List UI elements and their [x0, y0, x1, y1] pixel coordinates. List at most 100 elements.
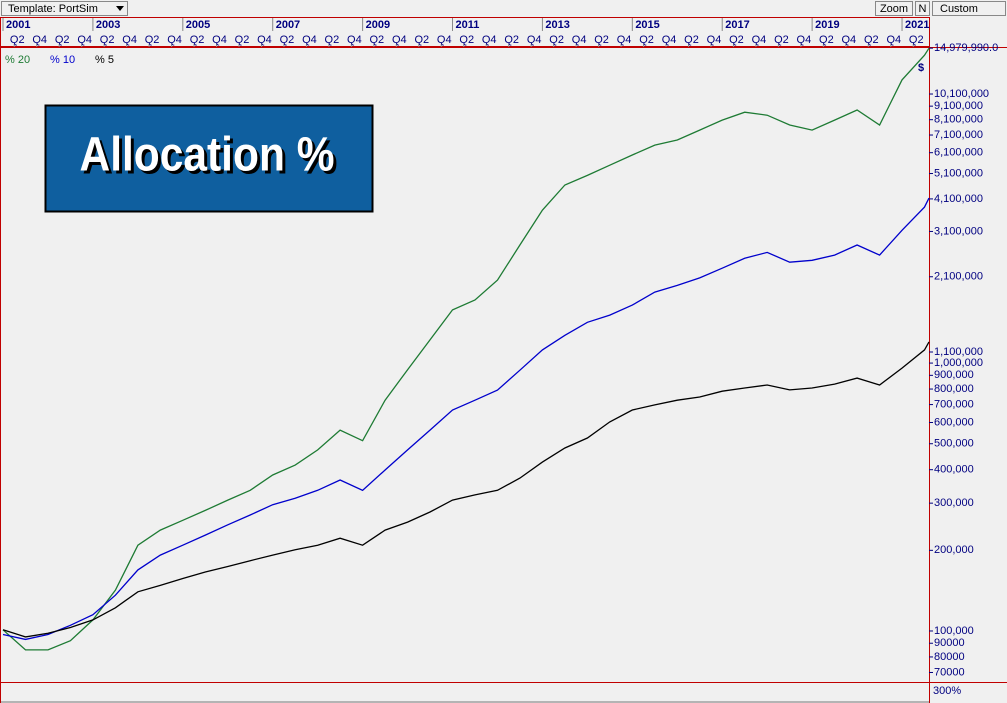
quarter-tick-label: Q4: [482, 34, 497, 46]
x-tick-label: 2019: [815, 19, 839, 31]
y-tick-label: 500,000: [934, 438, 974, 450]
quarter-tick-label: Q2: [819, 34, 834, 46]
lower-panel: [1, 683, 929, 703]
y-tick-label: 9,100,000: [934, 100, 983, 112]
y-tick-label: 1,000,000: [934, 357, 983, 369]
toolbar: [0, 0, 1007, 17]
annotation-box: [44, 104, 374, 213]
n-label: N: [919, 3, 927, 15]
y-tick-label: 70000: [934, 666, 965, 678]
quarter-tick-label: Q4: [841, 34, 856, 46]
quarter-tick-label: Q4: [257, 34, 272, 46]
y-tick-label: 300,000: [934, 497, 974, 509]
quarter-tick-label: Q2: [459, 34, 474, 46]
y-tick-label: 8,100,000: [934, 114, 983, 126]
quarter-tick-label: Q2: [864, 34, 879, 46]
quarter-tick-label: Q4: [707, 34, 722, 46]
quarter-tick-label: Q4: [617, 34, 632, 46]
y-tick-label: 6,100,000: [934, 147, 983, 159]
quarter-tick-label: Q4: [662, 34, 677, 46]
quarter-tick-label: Q2: [10, 34, 25, 46]
y-tick-label: 90000: [934, 637, 965, 649]
x-tick-label: 2001: [6, 19, 30, 31]
y-tick-label: 80000: [934, 651, 965, 663]
quarter-tick-label: Q4: [572, 34, 587, 46]
series-line: [2, 341, 930, 638]
x-tick-label: 2017: [725, 19, 749, 31]
quarter-tick-label: Q4: [437, 34, 452, 46]
quarter-tick-label: Q2: [504, 34, 519, 46]
template-label: Template: PortSim: [8, 3, 98, 15]
zoom-button[interactable]: [875, 1, 913, 16]
legend-entry: % 10: [50, 54, 75, 66]
y-tick-label: 14,979,990.0: [934, 42, 998, 54]
y-tick-label: 800,000: [934, 383, 974, 395]
x-tick-label: 2007: [276, 19, 300, 31]
quarter-tick-label: Q4: [302, 34, 317, 46]
y-tick-label: 4,100,000: [934, 193, 983, 205]
quarter-tick-label: Q2: [549, 34, 564, 46]
quarter-tick-label: Q4: [77, 34, 92, 46]
x-tick-label: 2015: [635, 19, 659, 31]
quarter-tick-label: Q4: [752, 34, 767, 46]
last-value-marker: $: [918, 62, 924, 74]
quarter-tick-label: Q2: [414, 34, 429, 46]
y-tick-label: 1,100,000: [934, 346, 983, 358]
quarter-tick-label: Q4: [392, 34, 407, 46]
quarter-tick-label: Q2: [594, 34, 609, 46]
lower-panel-label: 300%: [933, 685, 961, 697]
y-tick-label: 3,100,000: [934, 225, 983, 237]
x-tick-label: 2021: [905, 19, 929, 31]
n-button[interactable]: [915, 1, 930, 16]
annotation-shadow: Allocation %: [83, 132, 338, 185]
quarter-tick-label: Q2: [325, 34, 340, 46]
y-tick-label: 7,100,000: [934, 129, 983, 141]
quarter-tick-label: Q4: [527, 34, 542, 46]
quarter-tick-label: Q2: [729, 34, 744, 46]
series-line: [2, 197, 930, 641]
quarter-tick-label: Q2: [235, 34, 250, 46]
quarter-tick-label: Q2: [909, 34, 924, 46]
dropdown-arrow: [116, 6, 124, 11]
quarter-tick-label: Q2: [100, 34, 115, 46]
zoom-label: Zoom: [880, 3, 908, 15]
quarter-tick-label: Q2: [684, 34, 699, 46]
y-tick-label: 900,000: [934, 369, 974, 381]
y-tick-label: 100,000: [934, 625, 974, 637]
quarter-tick-label: Q2: [370, 34, 385, 46]
quarter-tick-label: Q2: [639, 34, 654, 46]
y-tick-label: 10,100,000: [934, 88, 989, 100]
y-tick-label: 700,000: [934, 398, 974, 410]
y-tick-label: 2,100,000: [934, 271, 983, 283]
quarter-tick-label: Q4: [167, 34, 182, 46]
y-tick-label: 600,000: [934, 416, 974, 428]
quarter-tick-label: Q2: [190, 34, 205, 46]
x-tick-label: 2013: [545, 19, 569, 31]
series-line: [2, 47, 930, 651]
quarter-tick-label: Q2: [280, 34, 295, 46]
legend-entry: % 5: [95, 54, 114, 66]
quarter-tick-label: Q4: [32, 34, 47, 46]
x-tick-label: 2011: [456, 19, 480, 31]
y-tick-label: 400,000: [934, 464, 974, 476]
quarter-tick-label: Q2: [774, 34, 789, 46]
annotation-text: Allocation %: [80, 129, 335, 182]
x-tick-label: 2003: [96, 19, 120, 31]
quarter-tick-label: Q4: [347, 34, 362, 46]
quarter-tick-label: Q2: [145, 34, 160, 46]
quarter-tick-label: Q4: [797, 34, 812, 46]
y-tick-label: 5,100,000: [934, 167, 983, 179]
custom-button[interactable]: [932, 1, 1006, 16]
template-button[interactable]: [1, 1, 128, 16]
custom-label: Custom: [940, 3, 978, 15]
legend-entry: % 20: [5, 54, 30, 66]
quarter-tick-label: Q4: [122, 34, 137, 46]
quarter-tick-label: Q2: [55, 34, 70, 46]
y-tick-label: 200,000: [934, 544, 974, 556]
x-tick-label: 2005: [186, 19, 210, 31]
quarter-tick-label: Q4: [886, 34, 901, 46]
x-tick-label: 2009: [366, 19, 390, 31]
quarter-tick-label: Q4: [212, 34, 227, 46]
